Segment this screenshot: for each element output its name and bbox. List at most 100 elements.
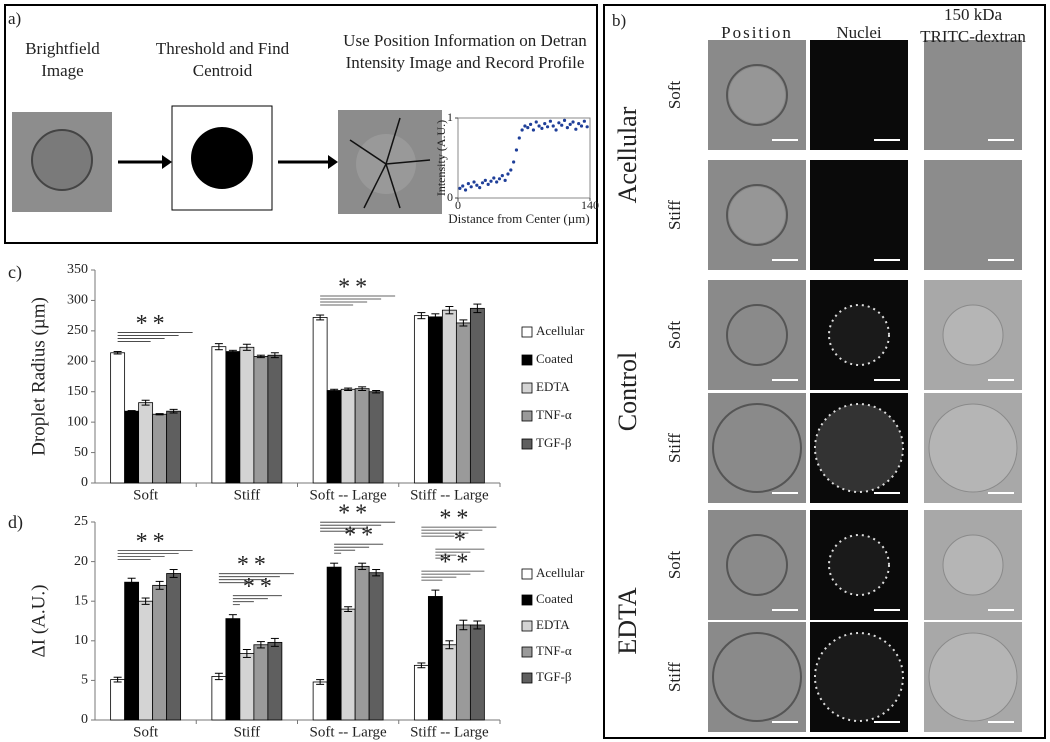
dextran-droplet bbox=[942, 304, 1004, 366]
error-bar bbox=[141, 597, 150, 605]
legend-swatch bbox=[521, 620, 533, 632]
x-tick-label: Stiff -- Large bbox=[410, 724, 489, 740]
x-tick-label: Soft -- Large bbox=[310, 724, 388, 740]
error-bar bbox=[127, 577, 136, 587]
significance-marker: ** bbox=[439, 506, 473, 532]
error-bar bbox=[228, 349, 237, 354]
error-bar bbox=[242, 343, 251, 351]
profile-point bbox=[463, 188, 468, 192]
error-bar bbox=[445, 640, 454, 650]
significance-marker: * bbox=[454, 528, 471, 554]
bar bbox=[441, 644, 457, 721]
step-label: Brightfield Image bbox=[25, 39, 100, 80]
legend-swatch bbox=[521, 382, 533, 394]
droplet bbox=[726, 64, 788, 126]
dextran-droplet bbox=[942, 534, 1004, 596]
droplet bbox=[31, 129, 93, 191]
bar bbox=[368, 391, 384, 484]
bar bbox=[239, 653, 255, 721]
legend-swatch bbox=[521, 672, 533, 684]
micrograph bbox=[810, 160, 908, 270]
error-bar bbox=[358, 386, 367, 391]
droplet-fill bbox=[729, 67, 785, 123]
y-tick-label: 25 bbox=[74, 514, 88, 529]
bar bbox=[368, 572, 384, 721]
profile-point bbox=[537, 124, 541, 128]
nuclei-ring bbox=[828, 534, 890, 596]
profile-point bbox=[495, 180, 499, 184]
y-tick-label: 250 bbox=[67, 323, 88, 338]
profile-point bbox=[497, 177, 502, 181]
legend-swatch bbox=[521, 438, 533, 450]
error-bar bbox=[417, 662, 426, 669]
profile-point bbox=[523, 124, 527, 128]
y-tick-label: 1 bbox=[447, 110, 453, 124]
profile-point bbox=[461, 184, 465, 188]
bar bbox=[312, 317, 328, 484]
x-tick-label: 140 bbox=[581, 198, 599, 212]
profile-point bbox=[480, 181, 485, 185]
error-bar bbox=[459, 319, 468, 327]
profile-lines bbox=[349, 117, 431, 209]
micrograph bbox=[924, 160, 1022, 270]
bar bbox=[340, 608, 356, 721]
legend-label: Acellular bbox=[536, 323, 585, 338]
profile-point bbox=[562, 118, 567, 122]
profile-point bbox=[483, 178, 487, 182]
profile-point bbox=[574, 127, 578, 131]
droplet bbox=[726, 184, 788, 246]
x-tick-label: Soft bbox=[133, 487, 159, 503]
profile-point bbox=[514, 148, 519, 152]
y-tick-label: 300 bbox=[67, 293, 88, 308]
profile-point bbox=[568, 122, 572, 126]
panel-b-frame bbox=[603, 4, 1046, 739]
y-axis-label: ΔI (A.U.) bbox=[28, 585, 49, 658]
error-bar bbox=[431, 589, 440, 604]
bar bbox=[211, 676, 227, 721]
significance-marker: ** bbox=[237, 552, 271, 578]
error-bar bbox=[155, 413, 164, 416]
nuclei-ring bbox=[814, 632, 904, 722]
micrograph bbox=[810, 40, 908, 150]
y-tick-label: 15 bbox=[74, 593, 88, 608]
bar bbox=[253, 644, 269, 721]
droplet bbox=[726, 304, 788, 366]
profile-point bbox=[557, 121, 561, 125]
column-header: Nuclei bbox=[836, 23, 882, 42]
error-bar bbox=[155, 580, 164, 590]
legend-label: TNF-α bbox=[536, 407, 572, 422]
legend-label: EDTA bbox=[536, 617, 570, 632]
error-bar bbox=[372, 569, 381, 577]
profile-point bbox=[512, 160, 516, 164]
error-bar bbox=[256, 641, 265, 649]
profile-point bbox=[503, 178, 507, 182]
row-label: Soft bbox=[665, 81, 684, 110]
bar bbox=[110, 352, 126, 484]
profile-point bbox=[579, 124, 584, 128]
bar bbox=[427, 596, 443, 721]
step-label: Threshold and Find Centroid bbox=[155, 39, 290, 80]
x-tick-label: 0 bbox=[455, 198, 461, 212]
legend-swatch bbox=[521, 568, 533, 580]
legend-swatch bbox=[521, 354, 533, 366]
bar bbox=[166, 410, 182, 484]
bar bbox=[413, 664, 429, 721]
error-bar bbox=[270, 352, 279, 359]
error-bar bbox=[330, 562, 339, 572]
panel-label: d) bbox=[8, 512, 23, 533]
y-tick-label: 20 bbox=[74, 554, 88, 569]
micrograph bbox=[708, 510, 806, 620]
profile-point bbox=[534, 120, 538, 124]
profile-point bbox=[475, 183, 479, 187]
profile-point bbox=[529, 122, 533, 126]
profile-point bbox=[489, 179, 493, 183]
legend-swatch bbox=[521, 410, 533, 422]
legend-label: Acellular bbox=[536, 565, 585, 580]
group-label: Acellular bbox=[613, 106, 642, 203]
profile-point bbox=[472, 180, 476, 184]
row-label: Stiff bbox=[665, 200, 684, 230]
error-bar bbox=[169, 408, 178, 414]
profile-point bbox=[545, 125, 550, 129]
error-bar bbox=[330, 388, 339, 393]
